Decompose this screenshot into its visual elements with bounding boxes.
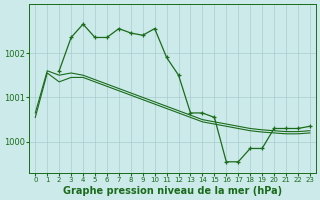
- X-axis label: Graphe pression niveau de la mer (hPa): Graphe pression niveau de la mer (hPa): [63, 186, 282, 196]
